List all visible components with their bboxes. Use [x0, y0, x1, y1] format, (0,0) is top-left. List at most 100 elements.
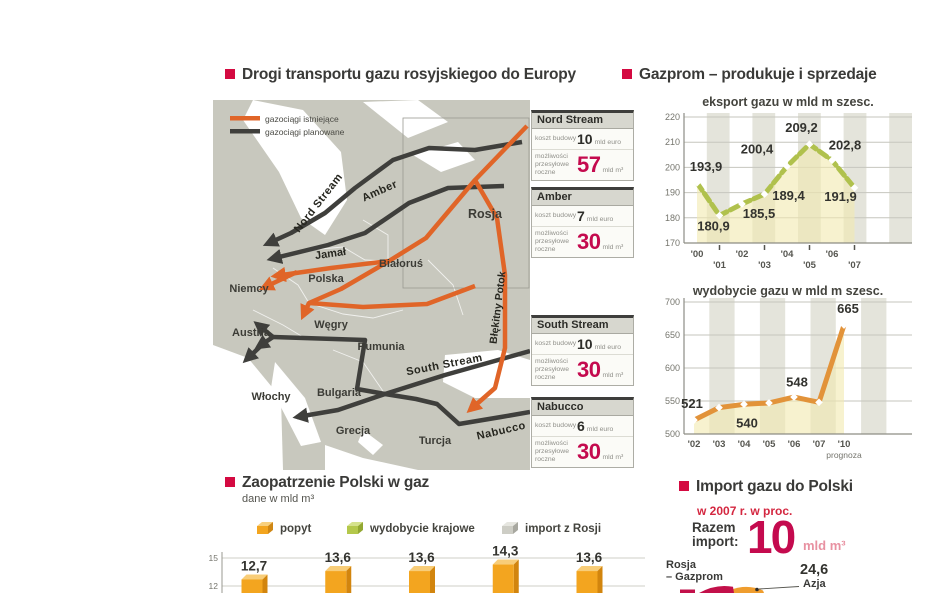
- info-box-cost-row: koszt budowy 10 mld euro: [532, 129, 633, 150]
- plot-stripe: [861, 298, 887, 434]
- y-tick-label: 210: [665, 137, 680, 147]
- info-box-cost-row: koszt budowy 6 mld euro: [532, 416, 633, 437]
- pipelines-existing: [258, 124, 529, 414]
- capacity-unit: mld m³: [602, 454, 624, 461]
- country-labels: Rosja Białoruś Polska Niemcy Austria Węg…: [229, 207, 503, 447]
- pipelines-map: gazociągi istniejące gazociągi planowane…: [213, 100, 530, 470]
- info-box-amber: Amber koszt budowy 7 mld euro możliwości …: [531, 187, 634, 258]
- point-marker: [840, 321, 848, 329]
- country-label-bulgaria: Bulgaria: [317, 387, 362, 399]
- point-marker: [783, 162, 791, 171]
- c-prod-line: [691, 322, 847, 423]
- x-tick-label: '06: [826, 249, 839, 260]
- legend-label-import: import z Rosji: [525, 522, 602, 535]
- gazprom-section-title: Gazprom – produkuje i sprzedaje: [639, 66, 877, 83]
- x-tick-label: '04: [738, 439, 752, 450]
- legend-label-existing: gazociągi istniejące: [265, 114, 339, 124]
- cost-value: 10: [577, 131, 593, 147]
- plot-stripe: [752, 113, 776, 243]
- bar-label: 14,3: [492, 544, 519, 559]
- x-tick-label: '06: [788, 439, 801, 450]
- bar-label: 13,6: [325, 550, 352, 565]
- poland-section-title: Zaopatrzenie Polski w gaz: [242, 474, 430, 491]
- y-tick-label: 550: [665, 396, 680, 406]
- x-tick-label: '05: [803, 260, 817, 271]
- cost-value: 6: [577, 418, 585, 434]
- data-point-label: 193,9: [690, 159, 723, 174]
- map-section-header: Drogi transportu gazu rosyjskiegoo do Eu…: [225, 66, 576, 84]
- legend-label-popyt: popyt: [280, 522, 312, 535]
- data-point-label: 185,5: [743, 206, 776, 221]
- x-tick-label: '07: [848, 260, 861, 271]
- plot-stripe: [759, 298, 786, 434]
- cost-label: koszt budowy: [535, 134, 577, 142]
- capacity-value: 30: [577, 439, 601, 464]
- legend-item-import: import z Rosji: [501, 522, 601, 535]
- point-marker: [715, 403, 723, 412]
- info-box-title: Nabucco: [532, 400, 633, 416]
- import-section-subtitle: w 2007 r. w proc.: [697, 504, 793, 518]
- pipelines-planned: [242, 139, 530, 427]
- data-point-label: 548: [786, 374, 808, 389]
- capacity-value: 30: [577, 357, 601, 382]
- y-tick-label: 170: [665, 238, 680, 248]
- y-tick-label: 220: [665, 112, 680, 122]
- point-marker: [828, 156, 836, 165]
- production-chart: 500 550 600 650 700 '02 '03 '04 '05 '06 '07 '10prog…: [665, 297, 912, 460]
- info-box-capacity-row: możliwości przesyłowe roczne 30 mld m³: [532, 437, 633, 467]
- legend-swatch-planned: [230, 129, 260, 134]
- capacity-value: 30: [577, 229, 601, 254]
- point-marker: [850, 183, 859, 192]
- legend-label-wydobycie: wydobycie krajowe: [370, 522, 475, 535]
- pie-leader-line: [758, 586, 800, 590]
- cost-label: koszt budowy: [535, 421, 577, 429]
- bar-top-face: [492, 559, 519, 565]
- y-tick-label: 200: [665, 162, 680, 172]
- bar-top-face: [409, 566, 435, 572]
- bar: [241, 579, 263, 593]
- pie-slice-azja: [731, 586, 764, 593]
- map-section-title: Drogi transportu gazu rosyjskiegoo do Eu…: [242, 66, 576, 83]
- country-label-grecja: Grecja: [336, 425, 371, 437]
- point-marker: [765, 399, 773, 407]
- point-marker: [738, 200, 746, 208]
- x-tick-label: '05: [763, 439, 777, 450]
- poland-section-header: Zaopatrzenie Polski w gaz: [225, 474, 429, 492]
- cost-unit: mld euro: [594, 344, 622, 351]
- data-point-label: 200,4: [741, 141, 774, 156]
- red-square-bullet: [679, 481, 689, 491]
- data-point-label: 540: [736, 416, 758, 431]
- plot-stripe: [810, 298, 836, 434]
- legend-label-planned: gazociągi planowane: [265, 127, 345, 137]
- capacity-unit: mld m³: [602, 372, 624, 379]
- pie-label-azja: Azja: [803, 578, 826, 590]
- country-label-wegry: Węgry: [314, 319, 349, 331]
- y-tick-label: 12: [209, 581, 219, 591]
- x-tick-label: '01: [713, 260, 727, 271]
- bar-top-face: [241, 574, 268, 580]
- data-point-label: 180,9: [697, 219, 730, 234]
- data-point-label: 191,9: [824, 189, 857, 204]
- bar-side-face: [597, 566, 603, 593]
- cube-icon-green: [347, 522, 363, 534]
- country-label-niemcy: Niemcy: [229, 283, 269, 295]
- export-chart: 170 180 190 200 210 220 '00 '01 '02 '03 '04 '05 '06 '…: [665, 112, 912, 271]
- x-tick-label: '04: [781, 249, 795, 260]
- red-square-bullet: [225, 477, 235, 487]
- country-label-polska: Polska: [308, 273, 344, 285]
- bar-label: 12,7: [241, 558, 267, 573]
- y-tick-label: 190: [665, 188, 680, 198]
- cube-icon-orange: [257, 522, 273, 534]
- data-point-label: 189,4: [772, 188, 805, 203]
- country-label-rosja: Rosja: [468, 207, 503, 221]
- point-marker: [690, 416, 698, 424]
- pie-label-rosja-line1: Rosja: [666, 559, 696, 571]
- bar: [325, 571, 347, 593]
- capacity-unit: mld m³: [602, 167, 624, 174]
- export-chart-title: eksport gazu w mld m szesc.: [702, 95, 874, 109]
- bar-label: 13,6: [576, 550, 603, 565]
- info-box-title: South Stream: [532, 318, 633, 334]
- poland-supply-chart: 15 12 12,7 13,6 13,6 14,3 13,6: [209, 544, 645, 593]
- data-point-label: 665: [837, 301, 859, 316]
- legend-item-wydobycie: wydobycie krajowe: [346, 522, 475, 535]
